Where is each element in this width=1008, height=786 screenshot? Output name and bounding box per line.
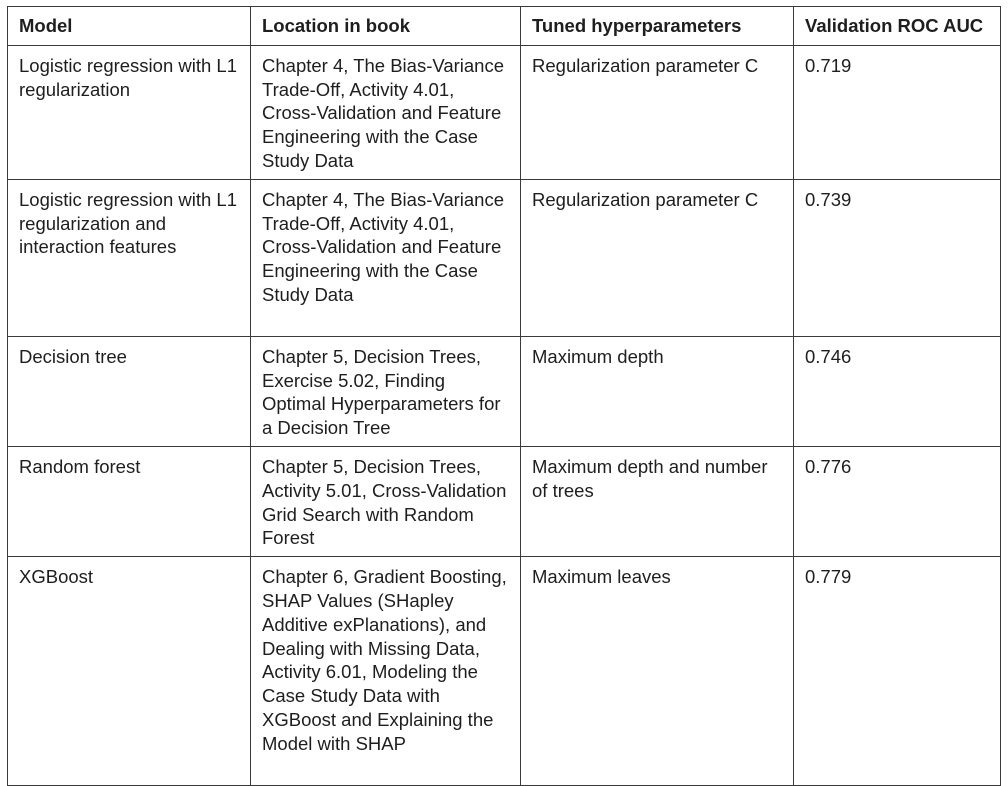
cell-location: Chapter 4, The Bias-Variance Trade-Off, … — [250, 44, 521, 180]
cell-location: Chapter 5, Decision Trees, Exercise 5.02… — [250, 335, 521, 447]
header-model: Model — [7, 6, 251, 46]
cell-hyperparameters: Maximum depth — [520, 335, 794, 447]
cell-roc-auc: 0.779 — [793, 556, 1001, 786]
table-row: XGBoost Chapter 6, Gradient Boosting, SH… — [7, 556, 1001, 786]
cell-roc-auc: 0.746 — [793, 335, 1001, 447]
cell-model: Decision tree — [7, 335, 251, 447]
cell-hyperparameters: Regularization parameter C — [520, 44, 794, 180]
cell-model: Random forest — [7, 445, 251, 558]
header-roc-auc: Validation ROC AUC — [793, 6, 1001, 46]
cell-hyperparameters: Maximum depth and number of trees — [520, 445, 794, 558]
cell-location: Chapter 6, Gradient Boosting, SHAP Value… — [250, 556, 521, 786]
cell-model: Logistic regression with L1 regularizati… — [7, 178, 251, 337]
cell-location: Chapter 4, The Bias-Variance Trade-Off, … — [250, 178, 521, 337]
header-hyperparameters: Tuned hyperparameters — [520, 6, 794, 46]
cell-roc-auc: 0.739 — [793, 178, 1001, 337]
table-row: Random forest Chapter 5, Decision Trees,… — [7, 445, 1001, 558]
cell-model: XGBoost — [7, 556, 251, 786]
cell-location: Chapter 5, Decision Trees, Activity 5.01… — [250, 445, 521, 558]
table-row: Logistic regression with L1 regularizati… — [7, 44, 1001, 180]
cell-hyperparameters: Regularization parameter C — [520, 178, 794, 337]
table-row: Decision tree Chapter 5, Decision Trees,… — [7, 335, 1001, 447]
header-location: Location in book — [250, 6, 521, 46]
table-header-row: Model Location in book Tuned hyperparame… — [7, 6, 1001, 46]
model-comparison-table: Model Location in book Tuned hyperparame… — [7, 6, 1001, 786]
table-row: Logistic regression with L1 regularizati… — [7, 178, 1001, 337]
cell-hyperparameters: Maximum leaves — [520, 556, 794, 786]
cell-model: Logistic regression with L1 regularizati… — [7, 44, 251, 180]
cell-roc-auc: 0.776 — [793, 445, 1001, 558]
cell-roc-auc: 0.719 — [793, 44, 1001, 180]
